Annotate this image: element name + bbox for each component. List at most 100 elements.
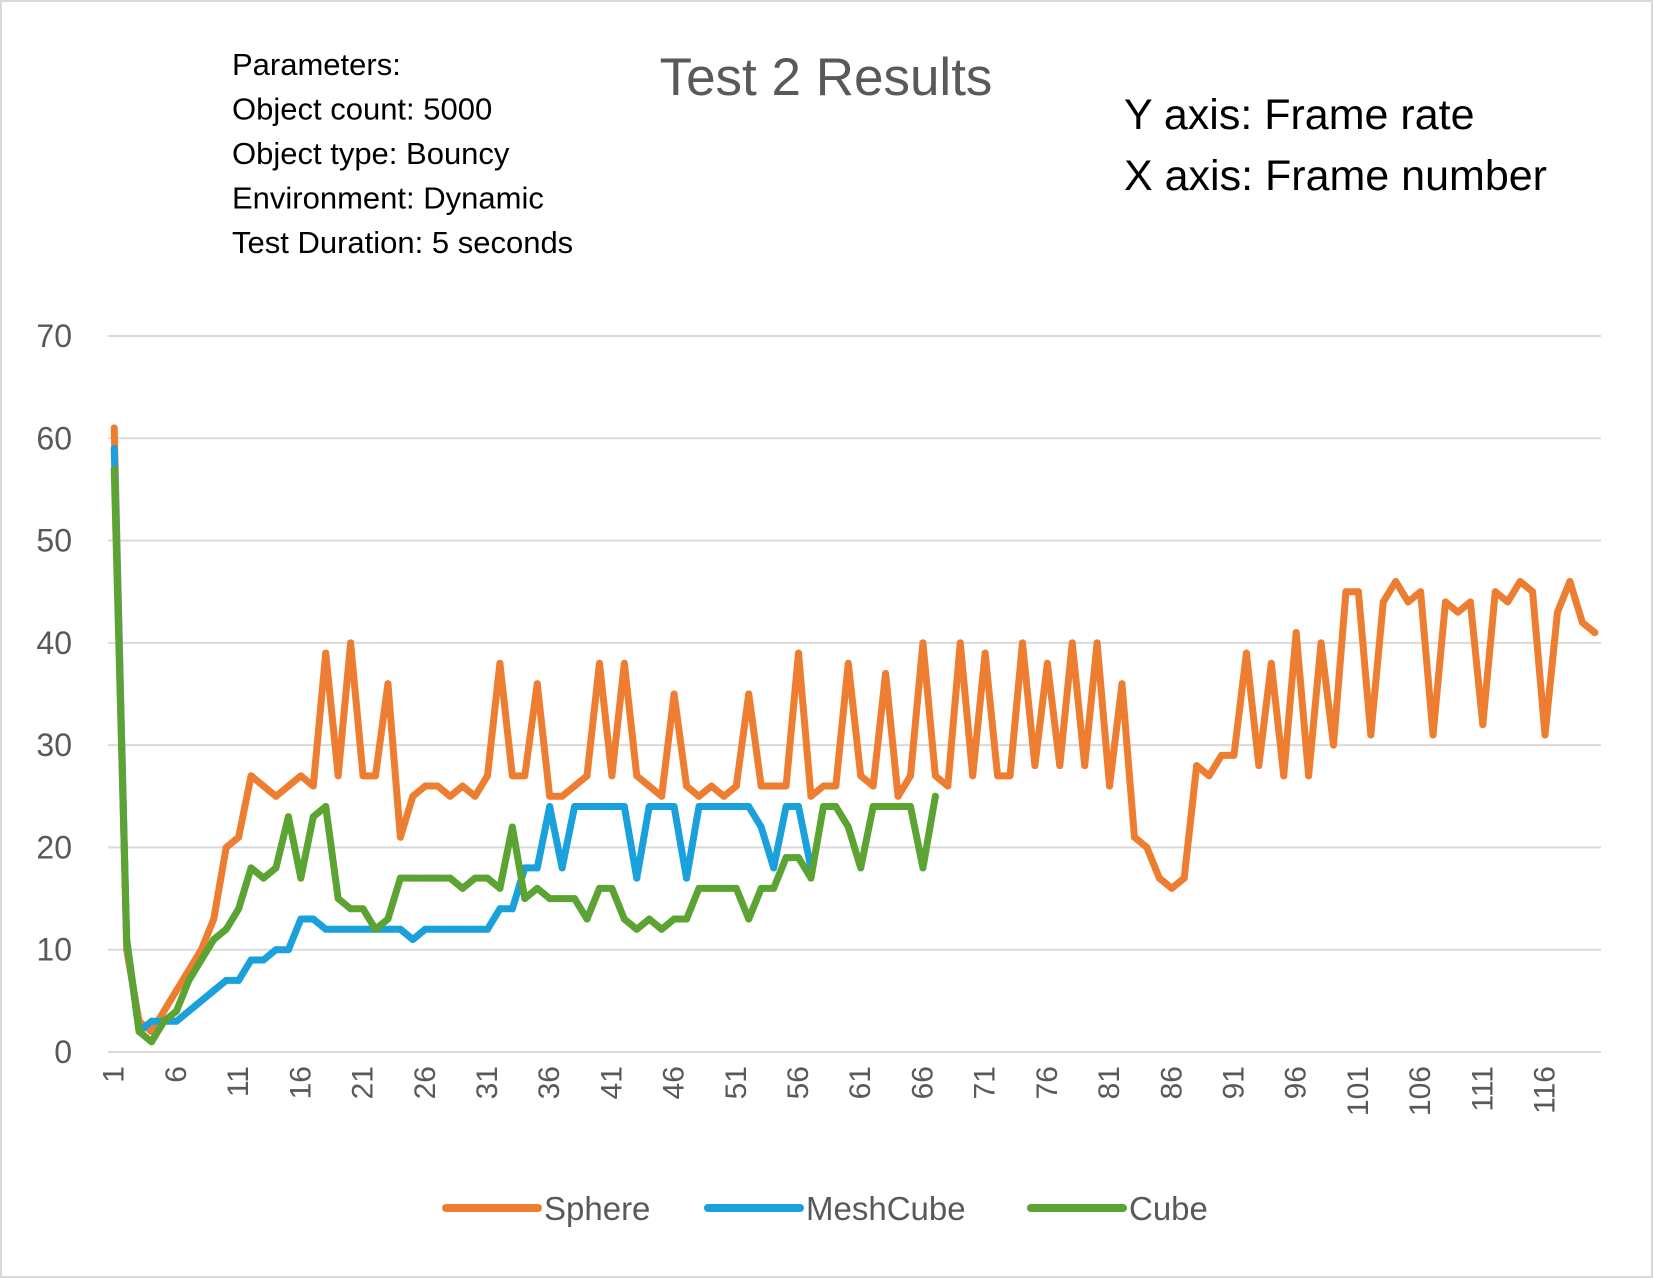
data-point <box>1242 649 1250 657</box>
data-point <box>869 803 877 811</box>
data-point <box>309 915 317 923</box>
data-point <box>1193 762 1201 770</box>
x-tick-label: 21 <box>347 1066 380 1099</box>
data-point <box>1056 762 1064 770</box>
data-point <box>595 659 603 667</box>
x-tick-label: 1 <box>98 1066 131 1083</box>
data-point <box>160 1017 168 1025</box>
legend: Sphere MeshCube Cube <box>442 1190 1208 1227</box>
data-point <box>260 782 268 790</box>
data-point <box>1566 577 1574 585</box>
x-tick-label: 86 <box>1155 1066 1188 1099</box>
data-point <box>546 895 554 903</box>
data-point <box>533 884 541 892</box>
data-point <box>148 1038 156 1046</box>
data-point <box>645 803 653 811</box>
data-point <box>732 803 740 811</box>
data-point <box>396 833 404 841</box>
data-point <box>508 905 516 913</box>
data-point <box>372 772 379 780</box>
data-point <box>819 803 827 811</box>
parameter-line: Environment: Dynamic <box>232 181 544 216</box>
x-tick-labels: 1 6 11 16 21 26 31 36 41 46 51 56 61 66 71 76 81 86 91 96 10… <box>98 1066 1562 1116</box>
data-point <box>1578 618 1586 626</box>
legend-label: Sphere <box>544 1190 650 1227</box>
data-point <box>235 905 243 913</box>
data-point <box>284 782 292 790</box>
x-tick-label: 56 <box>782 1066 815 1099</box>
data-point <box>658 803 666 811</box>
data-point <box>483 772 491 780</box>
data-point <box>732 884 740 892</box>
parameter-line: Object type: Bouncy <box>232 136 510 171</box>
legend-label: MeshCube <box>806 1190 966 1227</box>
data-point <box>1516 577 1524 585</box>
data-point <box>197 956 205 964</box>
data-point <box>222 976 230 984</box>
data-point <box>508 823 516 831</box>
data-point <box>558 864 566 872</box>
data-point <box>720 803 728 811</box>
data-point <box>297 772 305 780</box>
data-point <box>620 659 628 667</box>
data-point <box>483 925 491 933</box>
data-point <box>707 884 715 892</box>
legend-label: Cube <box>1129 1190 1208 1227</box>
data-point <box>322 803 330 811</box>
data-point <box>608 772 616 780</box>
data-point <box>148 1017 156 1025</box>
data-point <box>496 884 504 892</box>
data-point <box>172 1007 180 1015</box>
data-point <box>658 925 666 933</box>
x-tick-label: 46 <box>658 1066 691 1099</box>
data-point <box>334 925 342 933</box>
series-line-meshcube <box>110 445 815 1036</box>
data-point <box>558 792 566 800</box>
data-point <box>1342 588 1350 596</box>
data-point <box>1106 782 1114 790</box>
data-point <box>135 1028 143 1036</box>
data-point <box>1379 598 1387 606</box>
data-point <box>1417 588 1425 596</box>
x-tick-label: 66 <box>906 1066 939 1099</box>
data-point <box>409 792 417 800</box>
data-point <box>770 782 778 790</box>
data-point <box>1118 680 1126 688</box>
data-point <box>844 659 852 667</box>
data-point <box>782 803 790 811</box>
data-point <box>1143 843 1151 851</box>
data-point <box>882 670 890 678</box>
data-point <box>819 782 827 790</box>
data-point <box>185 976 193 984</box>
data-point <box>1093 639 1101 647</box>
data-point <box>421 782 429 790</box>
data-point <box>645 915 653 923</box>
data-point <box>906 772 914 780</box>
data-point <box>1218 751 1226 759</box>
x-tick-label: 81 <box>1093 1066 1126 1099</box>
data-point <box>347 905 355 913</box>
data-point <box>384 915 392 923</box>
data-point <box>372 925 379 933</box>
data-point <box>1553 608 1561 616</box>
data-point <box>906 803 914 811</box>
data-point <box>210 915 218 923</box>
data-point <box>969 772 977 780</box>
data-point <box>297 874 305 882</box>
data-point <box>583 772 591 780</box>
data-point <box>110 465 118 473</box>
data-point <box>832 803 840 811</box>
data-point <box>620 803 628 811</box>
data-point <box>197 997 205 1005</box>
data-point <box>782 854 790 862</box>
data-point <box>807 792 815 800</box>
data-point <box>309 813 317 821</box>
data-point <box>160 1007 168 1015</box>
data-point <box>359 925 367 933</box>
data-point <box>521 772 529 780</box>
data-point <box>284 946 292 954</box>
data-point <box>571 782 579 790</box>
data-point <box>857 772 865 780</box>
data-point <box>1591 629 1599 637</box>
data-point <box>919 639 927 647</box>
